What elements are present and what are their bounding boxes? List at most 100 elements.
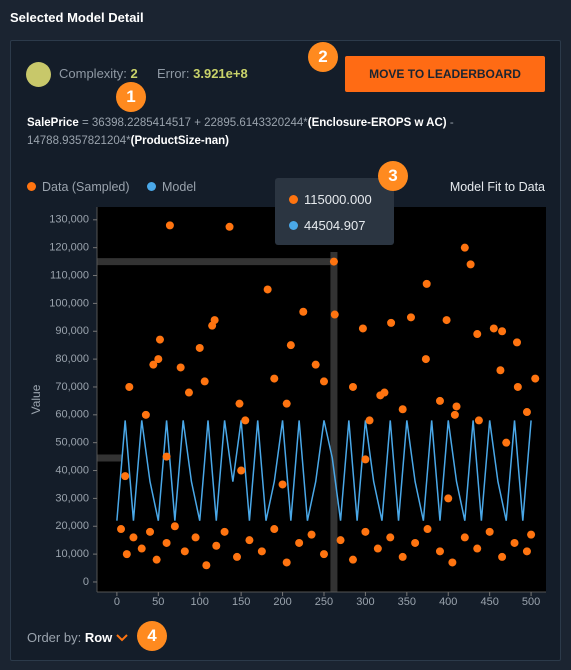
data-point — [466, 260, 475, 269]
x-tick-label: 0 — [114, 596, 120, 608]
data-point — [329, 257, 338, 266]
badge: 1 — [116, 82, 146, 112]
data-point — [212, 541, 221, 550]
y-tick-label: 30,000 — [55, 492, 89, 504]
badge: 4 — [137, 621, 167, 651]
data-point — [278, 480, 287, 489]
data-point — [460, 533, 469, 542]
complexity-dot — [26, 62, 51, 87]
data-point — [485, 527, 494, 536]
data-point — [162, 538, 171, 547]
y-tick-label: 110,000 — [50, 269, 89, 281]
data-point — [421, 355, 430, 364]
data-point — [137, 544, 146, 553]
data-point — [398, 405, 407, 414]
legend-item[interactable]: Model — [147, 180, 196, 194]
y-axis-label: Value — [29, 384, 43, 414]
data-point — [348, 555, 357, 564]
data-point — [200, 377, 209, 386]
data-point — [531, 374, 540, 383]
data-point — [513, 338, 522, 347]
data-point — [122, 550, 131, 559]
data-point — [510, 538, 519, 547]
legend-swatch — [147, 182, 156, 191]
formula-part: 14788.9357821204* — [27, 135, 131, 147]
data-point — [162, 452, 171, 461]
y-tick-label: 90,000 — [55, 325, 89, 337]
tooltip-swatch — [289, 195, 298, 204]
order-by[interactable]: Order by: Row — [27, 630, 128, 645]
data-point — [386, 533, 395, 542]
formula-part: (Enclosure-EROPS w AC) — [307, 117, 447, 129]
data-point — [473, 544, 482, 553]
model-line — [116, 420, 532, 521]
tooltip-swatch — [289, 221, 298, 230]
data-point — [165, 221, 174, 230]
data-point — [286, 341, 295, 350]
complexity: Complexity: 2 — [59, 66, 138, 81]
legend-label: Data (Sampled) — [42, 180, 130, 194]
data-point — [129, 533, 138, 542]
error: Error: 3.921e+8 — [157, 66, 248, 81]
legend-swatch — [27, 182, 36, 191]
legend-item[interactable]: Data (Sampled) — [27, 180, 130, 194]
data-point — [154, 355, 163, 364]
data-point — [295, 538, 304, 547]
x-tick-label: 250 — [315, 596, 333, 608]
data-point — [152, 555, 161, 564]
complexity-value: 2 — [130, 66, 138, 81]
data-point — [319, 550, 328, 559]
x-tick-label: 50 — [152, 596, 164, 608]
data-point — [170, 522, 179, 531]
data-point — [257, 547, 266, 556]
chart-title: Model Fit to Data — [449, 180, 545, 194]
order-label: Order by: — [27, 630, 82, 645]
data-point — [233, 552, 242, 561]
chevron — [116, 634, 128, 642]
formula-part: = 36398.2285414517 + 22895.6143320244* — [78, 117, 308, 129]
data-point — [208, 321, 217, 330]
badge: 3 — [378, 161, 408, 191]
data-point — [149, 360, 158, 369]
data-point — [282, 399, 291, 408]
data-point — [146, 527, 155, 536]
data-point — [498, 552, 507, 561]
data-point — [373, 544, 382, 553]
formula-line: 14788.9357821204*(ProductSize-nan) — [27, 135, 229, 147]
data-point — [387, 318, 396, 327]
data-point — [125, 382, 134, 391]
badge: 2 — [308, 42, 338, 72]
formula-line: SalePrice = 36398.2285414517 + 22895.614… — [27, 117, 454, 129]
data-point — [191, 533, 200, 542]
data-point — [527, 530, 536, 539]
order-value: Row — [84, 630, 113, 645]
x-tick-label: 450 — [480, 596, 498, 608]
x-tick-label: 300 — [356, 596, 374, 608]
data-point — [263, 285, 272, 294]
data-point — [155, 335, 164, 344]
y-tick-label: 70,000 — [55, 381, 89, 393]
data-point — [380, 388, 389, 397]
tooltip-row: 44504.907 — [289, 218, 365, 233]
data-point — [348, 382, 357, 391]
data-point — [502, 438, 511, 447]
data-point — [220, 527, 229, 536]
data-point — [522, 408, 531, 417]
data-point — [361, 527, 370, 536]
leaderboard-button[interactable]: MOVE TO LEADERBOARD — [345, 56, 545, 92]
tooltip-row: 115000.000 — [289, 192, 372, 207]
data-point — [442, 316, 451, 325]
tooltip-value: 44504.907 — [304, 218, 366, 233]
data-point — [141, 410, 150, 419]
data-point — [121, 472, 130, 481]
data-point — [460, 243, 469, 252]
complexity-label: Complexity: — [59, 66, 127, 81]
formula-part: (ProductSize-nan) — [130, 135, 229, 147]
data-point — [411, 538, 420, 547]
y-tick-label: 20,000 — [55, 520, 89, 532]
data-point — [311, 360, 320, 369]
data-point — [406, 313, 415, 322]
data-point — [444, 494, 453, 503]
y-tick-label: 0 — [83, 576, 89, 588]
